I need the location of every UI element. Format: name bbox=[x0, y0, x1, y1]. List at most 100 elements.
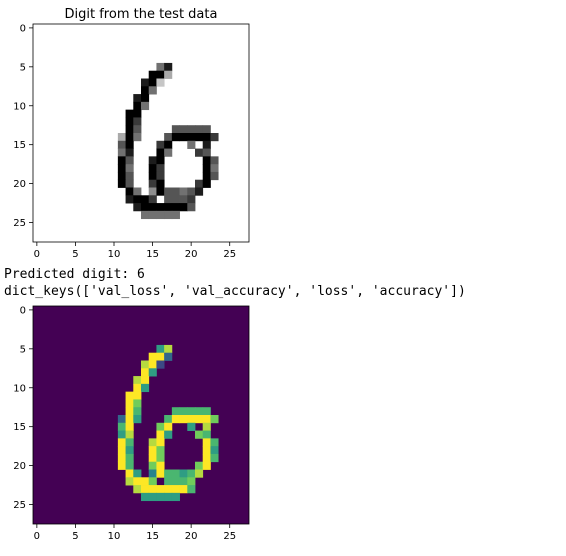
pixel-cell bbox=[164, 210, 173, 220]
pixel-cell bbox=[156, 430, 165, 439]
history-keys-output: dict_keys(['val_loss', 'val_accuracy', '… bbox=[4, 284, 466, 299]
pixel-cell bbox=[125, 179, 134, 188]
pixel-cell bbox=[141, 360, 150, 369]
pixel-cell bbox=[117, 430, 126, 439]
pixel-cell bbox=[179, 203, 188, 212]
pixel-cell bbox=[125, 399, 134, 408]
y-tick-label: 10 bbox=[13, 383, 26, 394]
y-tick-label: 0 bbox=[20, 305, 26, 316]
pixel-cell bbox=[117, 171, 126, 181]
pixel-cell bbox=[195, 133, 204, 142]
pixel-cell bbox=[164, 352, 173, 361]
pixel-cell bbox=[125, 430, 134, 439]
pixel-cell bbox=[148, 485, 157, 494]
pixel-cell bbox=[133, 376, 142, 385]
pixel-cell bbox=[210, 438, 219, 447]
pixel-cell bbox=[125, 469, 134, 478]
pixel-cell bbox=[117, 415, 126, 424]
pixel-cell bbox=[171, 477, 180, 486]
pixel-cell bbox=[171, 407, 180, 416]
pixel-cell bbox=[210, 415, 219, 424]
x-tick-label: 25 bbox=[223, 531, 236, 542]
pixel-cell bbox=[133, 203, 142, 212]
pixel-cell bbox=[125, 391, 134, 400]
pixel-cell bbox=[202, 156, 211, 165]
y-tick-label: 5 bbox=[20, 62, 26, 73]
pixel-cell bbox=[125, 407, 134, 416]
pixel-cell bbox=[141, 383, 150, 393]
pixel-cell bbox=[133, 391, 142, 400]
pixel-cell bbox=[202, 171, 211, 181]
pixel-cell bbox=[187, 485, 196, 494]
pixel-cell bbox=[141, 368, 150, 377]
pixel-cell bbox=[133, 109, 142, 118]
pixel-cell bbox=[117, 461, 126, 470]
pixel-cell bbox=[171, 210, 180, 220]
y-tick-label: 5 bbox=[20, 344, 26, 355]
y-tick-label: 20 bbox=[13, 179, 26, 190]
pixel-cell bbox=[164, 187, 173, 196]
pixel-cell bbox=[210, 453, 219, 463]
pixel-cell bbox=[125, 117, 134, 126]
pixel-cell bbox=[125, 446, 134, 455]
pixel-cell bbox=[195, 125, 204, 134]
pixel-cell bbox=[179, 485, 188, 494]
pixel-cell bbox=[141, 86, 150, 95]
pixel-cell bbox=[156, 179, 165, 188]
pixel-cell bbox=[156, 148, 165, 157]
pixel-cell bbox=[202, 446, 211, 455]
pixel-cell bbox=[156, 352, 165, 361]
x-tick-label: 25 bbox=[223, 249, 236, 260]
pixel-cell bbox=[125, 438, 134, 447]
pixel-cell bbox=[125, 415, 134, 424]
pixel-cell bbox=[117, 446, 126, 455]
pixel-cell bbox=[156, 210, 165, 220]
pixel-cell bbox=[156, 156, 165, 165]
pixel-cell bbox=[202, 164, 211, 173]
pixel-cell bbox=[156, 453, 165, 463]
pixel-cell bbox=[195, 179, 204, 188]
pixel-cell bbox=[133, 94, 142, 103]
x-tick-label: 10 bbox=[108, 531, 121, 542]
pixel-cell bbox=[133, 133, 142, 142]
pixel-cell bbox=[148, 438, 157, 447]
pixel-cell bbox=[171, 469, 180, 478]
pixel-cell bbox=[187, 140, 196, 149]
y-tick-label: 25 bbox=[13, 500, 26, 511]
pixel-cell bbox=[164, 415, 173, 424]
pixel-cell bbox=[133, 415, 142, 424]
pixel-cell bbox=[202, 438, 211, 447]
pixel-cell bbox=[202, 133, 211, 142]
pixel-cell bbox=[141, 210, 150, 220]
pixel-cell bbox=[179, 195, 188, 204]
pixel-cell bbox=[202, 422, 211, 431]
pixel-cell bbox=[148, 469, 157, 478]
pixel-cell bbox=[156, 446, 165, 455]
pixel-cell bbox=[202, 148, 211, 157]
pixel-cell bbox=[117, 453, 126, 463]
pixel-cell bbox=[117, 164, 126, 173]
x-tick-label: 10 bbox=[108, 249, 121, 260]
pixel-cell bbox=[164, 70, 173, 79]
pixel-cell bbox=[171, 125, 180, 134]
pixel-cell bbox=[125, 171, 134, 181]
pixel-cell bbox=[148, 210, 157, 220]
pixel-cell bbox=[187, 203, 196, 212]
pixel-cell bbox=[125, 187, 134, 196]
pixel-cell bbox=[125, 109, 134, 118]
pixel-cell bbox=[202, 415, 211, 424]
digit-viridis-figure: 0 5 10 15 20 25 0 5 10 15 20 25 bbox=[13, 305, 250, 542]
pixel-cell bbox=[125, 461, 134, 470]
pixel-cell bbox=[125, 140, 134, 149]
plot-title: Digit from the test data bbox=[65, 7, 218, 22]
y-tick-label: 20 bbox=[13, 461, 26, 472]
x-tick-label: 0 bbox=[34, 531, 40, 542]
pixel-cell bbox=[148, 368, 157, 377]
x-tick-label: 20 bbox=[185, 531, 198, 542]
pixel-cell bbox=[171, 492, 180, 502]
pixel-cell bbox=[133, 117, 142, 126]
pixel-cell bbox=[148, 446, 157, 455]
pixel-cell bbox=[156, 140, 165, 149]
pixel-cell bbox=[125, 195, 134, 204]
pixel-cell bbox=[117, 422, 126, 431]
